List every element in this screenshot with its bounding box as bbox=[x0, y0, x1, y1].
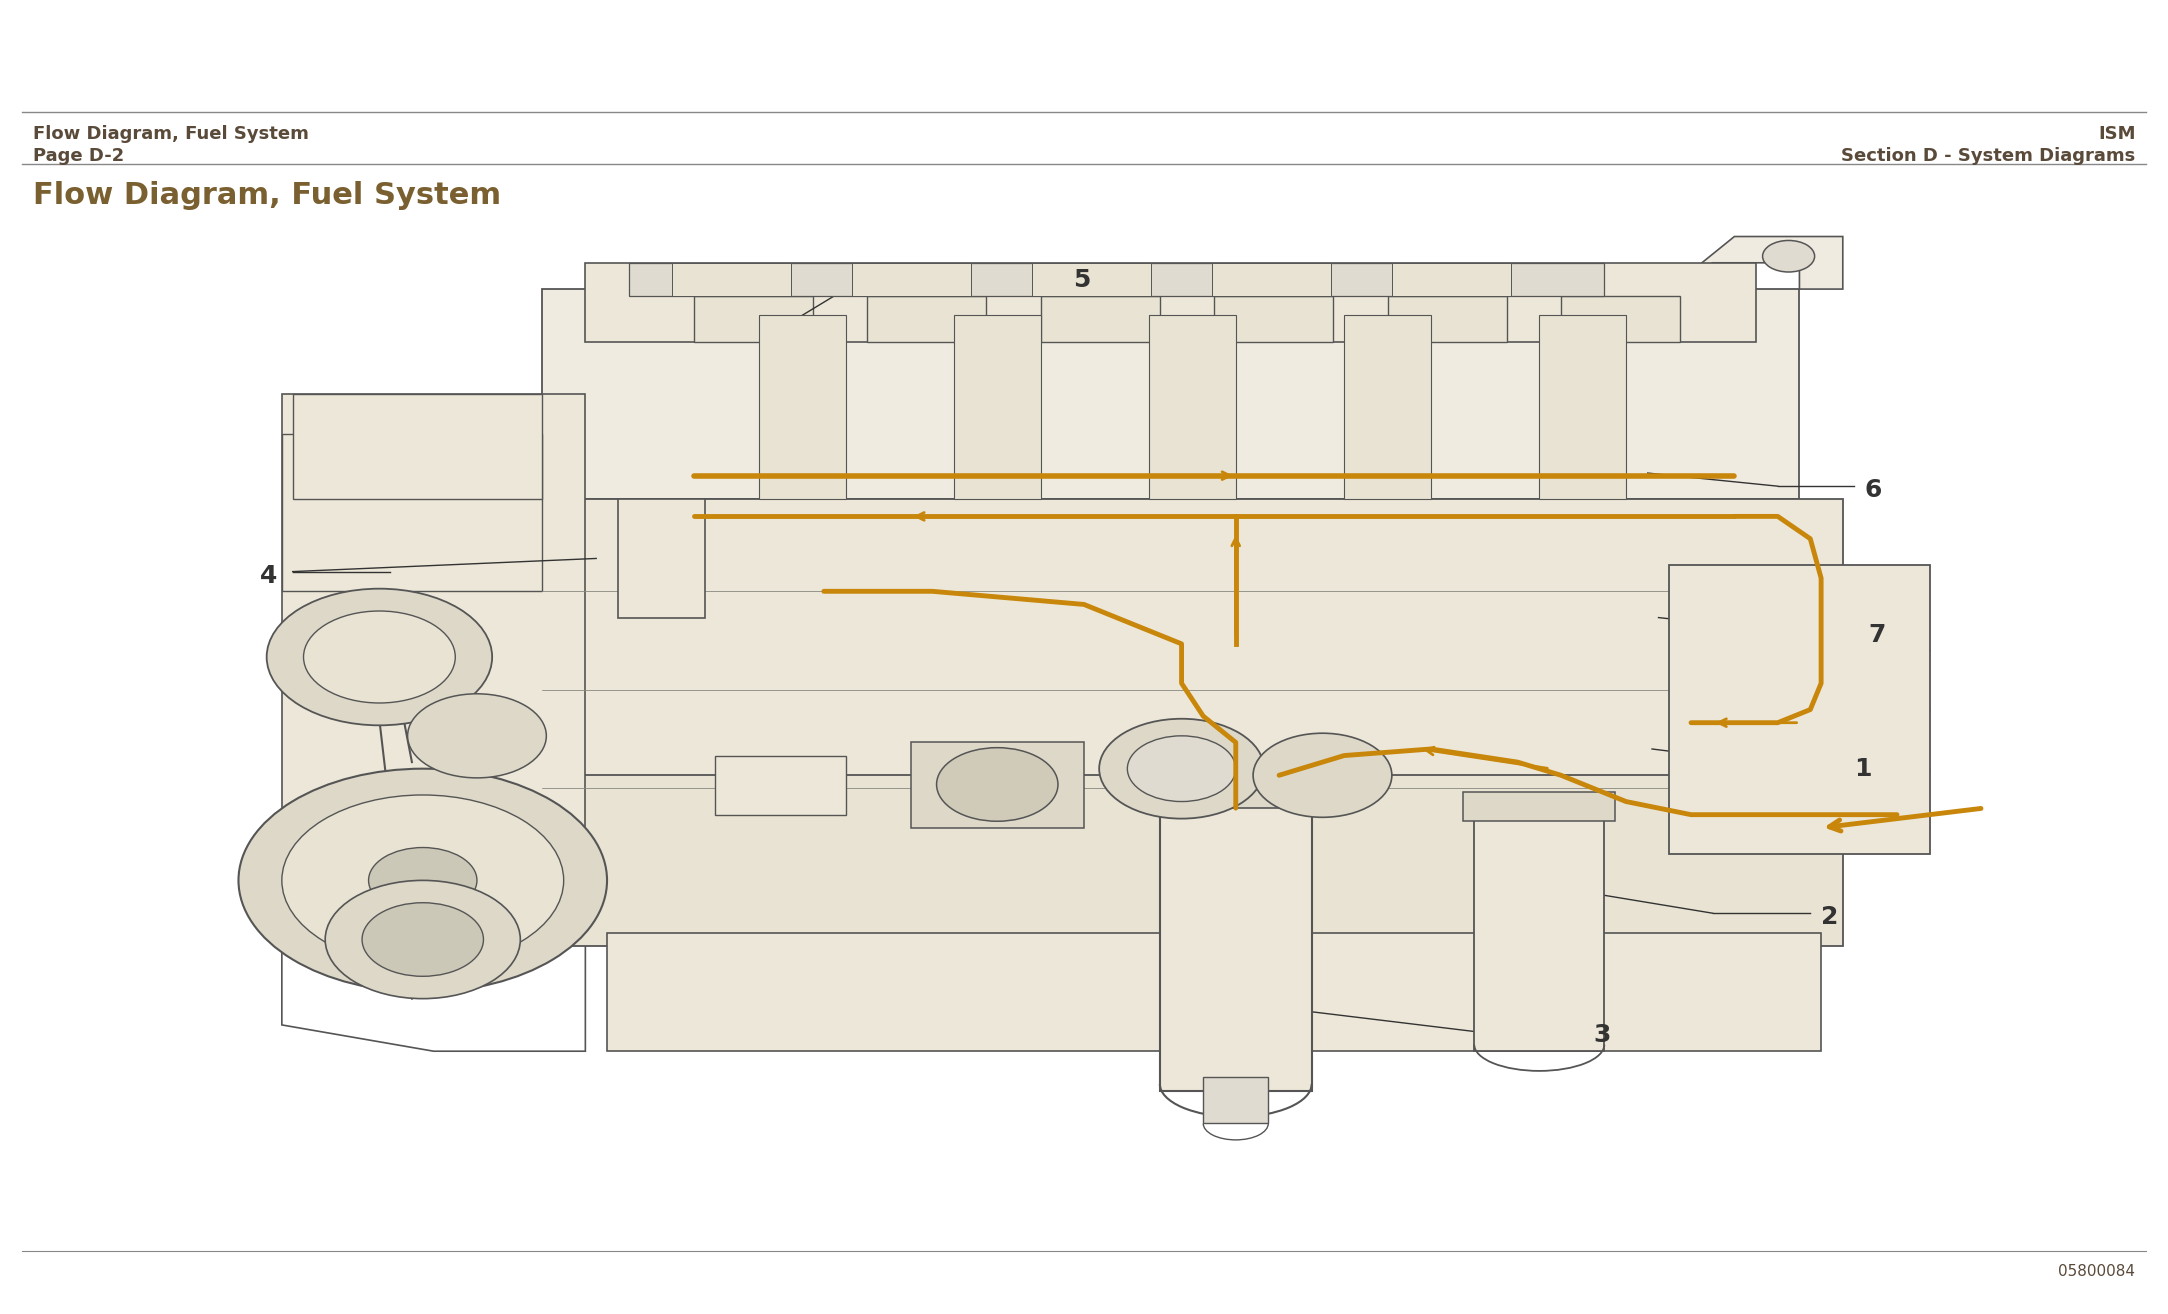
Polygon shape bbox=[1669, 237, 1843, 289]
Bar bbox=[1392, 263, 1511, 296]
Text: 1: 1 bbox=[1854, 757, 1871, 781]
Bar bbox=[293, 394, 542, 499]
Bar bbox=[1212, 263, 1331, 296]
Bar bbox=[1032, 263, 1151, 296]
Circle shape bbox=[304, 611, 455, 703]
Bar bbox=[607, 933, 1821, 1051]
Bar bbox=[542, 499, 1843, 788]
Circle shape bbox=[325, 880, 520, 999]
Bar bbox=[954, 315, 1041, 499]
Bar bbox=[867, 296, 986, 342]
Circle shape bbox=[1763, 240, 1815, 272]
Circle shape bbox=[267, 589, 492, 725]
Text: ISM: ISM bbox=[2099, 125, 2135, 143]
Bar bbox=[694, 296, 813, 342]
Circle shape bbox=[1253, 733, 1392, 817]
Bar bbox=[629, 263, 1604, 296]
Text: 2: 2 bbox=[1821, 905, 1838, 929]
Text: Flow Diagram, Fuel System: Flow Diagram, Fuel System bbox=[33, 181, 501, 210]
Bar bbox=[1669, 565, 1930, 854]
Bar bbox=[1149, 775, 1322, 808]
Bar bbox=[672, 263, 791, 296]
Bar bbox=[585, 263, 1756, 342]
Bar bbox=[1474, 815, 1604, 1051]
Circle shape bbox=[1099, 719, 1264, 819]
Bar bbox=[618, 499, 705, 618]
Text: 6: 6 bbox=[1864, 478, 1882, 502]
Bar bbox=[542, 289, 1799, 499]
Bar bbox=[1539, 315, 1626, 499]
Circle shape bbox=[408, 694, 546, 778]
Circle shape bbox=[937, 748, 1058, 821]
Text: 3: 3 bbox=[1593, 1024, 1611, 1047]
Bar bbox=[1344, 315, 1431, 499]
Text: Flow Diagram, Fuel System: Flow Diagram, Fuel System bbox=[33, 125, 308, 143]
Text: 5: 5 bbox=[1073, 268, 1091, 292]
Circle shape bbox=[1127, 736, 1236, 802]
Bar bbox=[1214, 296, 1333, 342]
Circle shape bbox=[369, 848, 477, 913]
Bar bbox=[1203, 1077, 1268, 1123]
Bar bbox=[759, 315, 846, 499]
Bar bbox=[282, 394, 585, 854]
Text: 4: 4 bbox=[260, 564, 278, 587]
Bar bbox=[282, 434, 542, 591]
Circle shape bbox=[238, 769, 607, 992]
Text: 05800084: 05800084 bbox=[2057, 1264, 2135, 1279]
Circle shape bbox=[282, 795, 564, 966]
Text: Page D-2: Page D-2 bbox=[33, 147, 124, 166]
Bar bbox=[1149, 315, 1236, 499]
Bar bbox=[1041, 296, 1160, 342]
Bar bbox=[911, 742, 1084, 828]
Circle shape bbox=[362, 903, 483, 976]
Bar bbox=[1463, 792, 1615, 821]
Bar bbox=[715, 756, 846, 815]
Bar bbox=[1388, 296, 1507, 342]
Text: Section D - System Diagrams: Section D - System Diagrams bbox=[1841, 147, 2135, 166]
Bar bbox=[542, 775, 1843, 946]
Text: 7: 7 bbox=[1869, 623, 1886, 646]
Bar bbox=[1160, 802, 1312, 1091]
Bar bbox=[852, 263, 971, 296]
Bar bbox=[1561, 296, 1680, 342]
